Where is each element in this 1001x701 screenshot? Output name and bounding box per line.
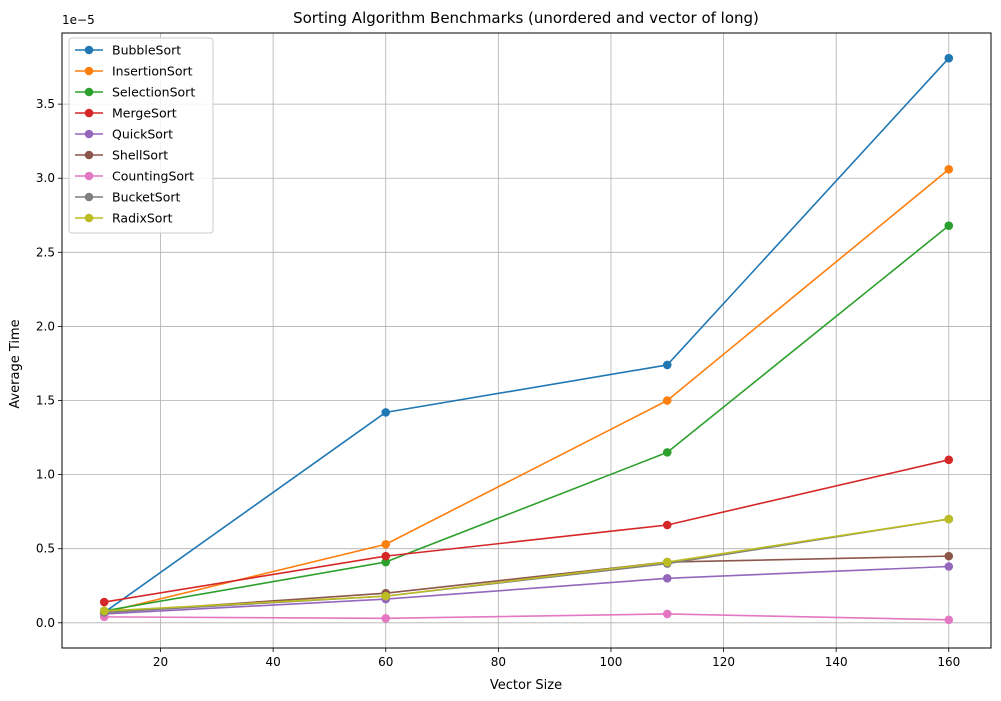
legend-item-selectionsort: SelectionSort bbox=[75, 85, 195, 100]
legend-marker bbox=[84, 45, 94, 55]
legend-marker bbox=[84, 87, 94, 97]
y-tick-label: 3.5 bbox=[36, 97, 55, 111]
legend-label: MergeSort bbox=[112, 106, 177, 121]
y-tick-label: 1.0 bbox=[36, 468, 55, 482]
x-tick-label: 20 bbox=[153, 655, 168, 669]
data-point bbox=[944, 615, 954, 625]
series-mergesort bbox=[99, 455, 954, 607]
data-point bbox=[944, 165, 954, 174]
legend-item-insertionsort: InsertionSort bbox=[75, 64, 193, 79]
x-tick-label: 40 bbox=[265, 655, 280, 669]
x-tick-label: 120 bbox=[712, 655, 735, 669]
legend-label: CountingSort bbox=[112, 169, 194, 184]
x-axis-label: Vector Size bbox=[490, 678, 562, 693]
y-tick-label: 2.0 bbox=[36, 319, 55, 333]
legend-label: SelectionSort bbox=[112, 85, 195, 100]
data-point bbox=[662, 574, 672, 583]
legend-item-mergesort: MergeSort bbox=[75, 106, 177, 121]
legend-marker bbox=[84, 150, 94, 160]
legend-label: BucketSort bbox=[112, 190, 180, 205]
x-tick-label: 100 bbox=[600, 655, 623, 669]
plot-area-frame bbox=[61, 32, 992, 649]
data-point bbox=[662, 557, 672, 567]
data-point bbox=[944, 551, 954, 561]
legend-marker bbox=[84, 171, 94, 181]
data-point bbox=[944, 221, 954, 230]
data-point bbox=[944, 562, 954, 571]
data-point bbox=[944, 514, 954, 524]
legend-label: QuickSort bbox=[112, 127, 173, 142]
legend-label: BubbleSort bbox=[112, 43, 181, 58]
data-point bbox=[381, 539, 391, 549]
data-point bbox=[99, 597, 109, 607]
grid bbox=[62, 33, 991, 648]
legend-item-quicksort: QuickSort bbox=[75, 127, 173, 142]
data-point bbox=[381, 551, 391, 561]
y-axis-scale-label: 1e−5 bbox=[62, 13, 95, 27]
legend-marker bbox=[84, 129, 94, 139]
legend-item-shellsort: ShellSort bbox=[75, 148, 168, 163]
data-point bbox=[662, 360, 672, 370]
data-point bbox=[381, 408, 391, 417]
legend-label: InsertionSort bbox=[112, 64, 193, 79]
x-tick-label: 160 bbox=[937, 655, 960, 669]
series-line bbox=[104, 459, 949, 603]
legend-marker bbox=[84, 192, 94, 202]
legend-box bbox=[68, 37, 214, 234]
legend-marker bbox=[84, 66, 94, 76]
legend-item-bucketsort: BucketSort bbox=[75, 190, 180, 205]
data-point bbox=[944, 53, 954, 63]
series-countingsort bbox=[99, 609, 954, 625]
legend-label: ShellSort bbox=[112, 148, 168, 163]
y-tick-label: 0.0 bbox=[36, 616, 55, 630]
y-tick-label: 2.5 bbox=[36, 245, 55, 259]
data-point bbox=[662, 520, 672, 530]
legend: BubbleSort InsertionSort SelectionSort Merg… bbox=[68, 37, 214, 234]
series-line bbox=[104, 225, 950, 612]
legend-label: RadixSort bbox=[112, 211, 173, 226]
series-line bbox=[104, 565, 949, 615]
series-radixsort bbox=[99, 514, 954, 616]
data-point bbox=[381, 614, 391, 623]
data-point bbox=[662, 396, 672, 405]
x-tick-label: 140 bbox=[825, 655, 848, 669]
data-point bbox=[381, 557, 391, 567]
data-point bbox=[381, 591, 391, 601]
data-point bbox=[99, 606, 109, 616]
y-axis-label: Average Time bbox=[8, 319, 23, 408]
y-tick-label: 1.5 bbox=[36, 394, 55, 408]
series-line bbox=[104, 613, 949, 621]
y-tick-label: 0.5 bbox=[36, 542, 55, 556]
x-tick-label: 60 bbox=[378, 655, 393, 669]
legend-item-bubblesort: BubbleSort bbox=[75, 43, 181, 58]
chart-title: Sorting Algorithm Benchmarks (unordered … bbox=[293, 9, 759, 27]
axis-ticks: 20 40 60 80 100 120 140 160 0.0 0.5 1.0 1.5 2.0 2.5 3.… bbox=[36, 97, 960, 669]
data-point bbox=[944, 455, 954, 465]
data-point bbox=[662, 609, 672, 619]
y-tick-label: 3.0 bbox=[36, 171, 55, 185]
data-point bbox=[662, 448, 672, 457]
legend-marker bbox=[84, 213, 94, 223]
legend-marker bbox=[84, 108, 94, 118]
series-layer bbox=[99, 53, 954, 625]
series-line bbox=[104, 518, 949, 612]
legend-item-radixsort: RadixSort bbox=[75, 211, 173, 226]
legend-item-countingsort: CountingSort bbox=[75, 169, 194, 184]
x-tick-label: 80 bbox=[491, 655, 506, 669]
series-line bbox=[103, 57, 950, 614]
